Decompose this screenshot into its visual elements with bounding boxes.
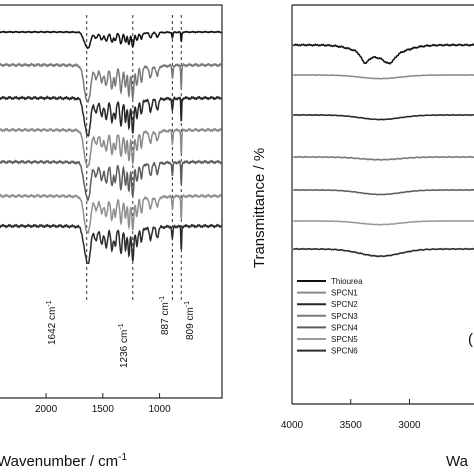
spectrum-spcn3 [0, 127, 222, 168]
panel-label: ( [468, 331, 473, 348]
left-x-axis-title: Wavenumber / cm-1 [0, 452, 127, 470]
legend-label-spcn5: SPCN5 [331, 335, 358, 344]
peak-label-887: 887 cm-1 [159, 296, 171, 335]
legend-label-spcn1: SPCN1 [331, 289, 358, 298]
right-spectrum-spcn3 [292, 155, 474, 161]
peak-label-809: 809 cm-1 [184, 301, 196, 340]
right-spectrum-spcn6 [292, 247, 474, 258]
peak-label-1642: 1642 cm-1 [46, 300, 58, 345]
right-x-ticks: 4000 3500 3000 [281, 399, 421, 431]
legend-label-spcn3: SPCN3 [331, 312, 358, 321]
right-spectrum-spcn5 [293, 220, 474, 226]
spectrum-thiourea [0, 30, 222, 50]
right-spectrum-spcn4 [293, 188, 474, 196]
spectrum-spcn4 [0, 159, 223, 202]
left-plot-frame [0, 4, 223, 399]
spectrum-spcn5 [0, 193, 222, 234]
right-panel: Transmittance / % 4000 3500 3000 Thiourea S… [251, 4, 474, 470]
spectrum-spcn1 [0, 62, 222, 103]
left-tick-label-2000: 2000 [35, 404, 58, 415]
right-spectrum-spcn1 [292, 74, 474, 80]
right-spectra [292, 43, 474, 258]
left-x-ticks: 2000 1500 1000 [35, 393, 171, 415]
right-tick-label-4000: 4000 [281, 420, 304, 431]
left-panel: 2000 1500 1000 1642 cm-1 1236 cm-1 887 cm-… [0, 4, 223, 470]
right-tick-label-3500: 3500 [340, 420, 363, 431]
legend-label-spcn2: SPCN2 [331, 300, 358, 309]
right-spectrum-thiourea [293, 43, 474, 65]
legend-label-spcn6: SPCN6 [331, 347, 358, 356]
left-tick-label-1500: 1500 [92, 404, 115, 415]
legend-label-thiourea: Thiourea [331, 277, 363, 286]
left-annotations: 1642 cm-1 1236 cm-1 887 cm-1 809 cm-1 [46, 296, 196, 368]
right-tick-label-3000: 3000 [398, 420, 421, 431]
peak-label-1236: 1236 cm-1 [118, 323, 130, 368]
right-x-axis-title: Wa [446, 453, 469, 470]
right-spectrum-spcn2 [293, 113, 474, 121]
right-y-axis-title: Transmittance / % [251, 148, 268, 268]
legend: Thiourea SPCN1 SPCN2 SPCN3 SPCN4 SPCN5 SPCN6 [297, 277, 363, 356]
spectrum-spcn2 [0, 95, 222, 137]
legend-label-spcn4: SPCN4 [331, 323, 358, 332]
left-spectra [0, 30, 223, 265]
spectrum-spcn6 [0, 223, 222, 265]
left-tick-label-1000: 1000 [148, 404, 171, 415]
